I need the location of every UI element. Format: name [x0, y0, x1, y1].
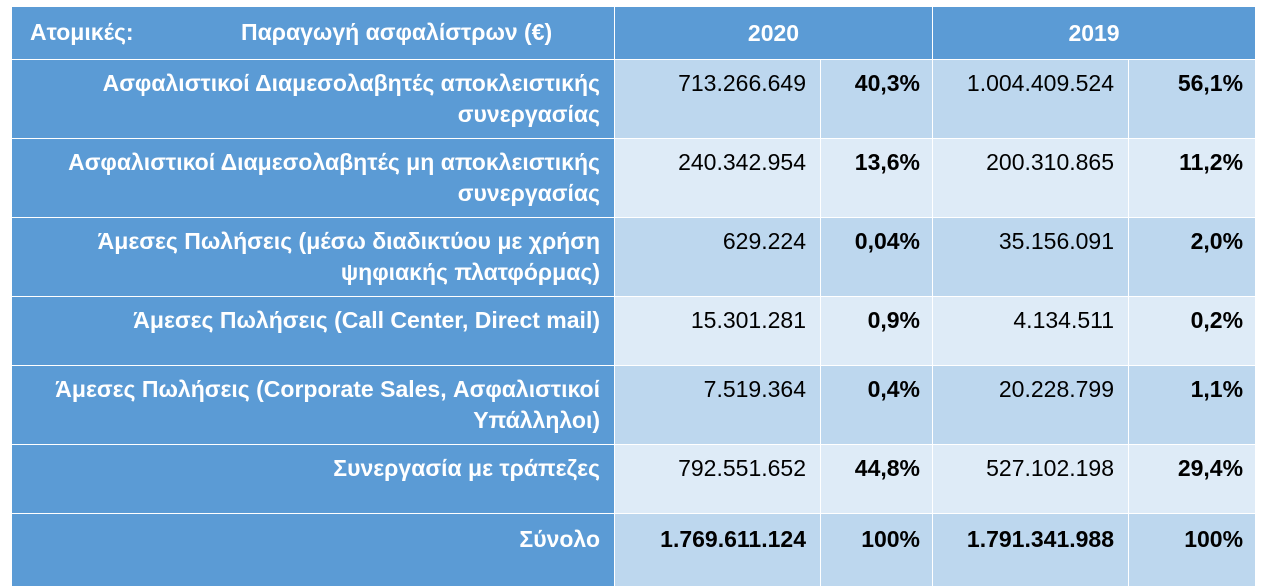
value-2020-cell: 713.266.649 — [614, 59, 821, 139]
total-label: Σύνολο — [11, 513, 615, 587]
table-row: Συνεργασία με τράπεζες 792.551.652 44,8%… — [11, 444, 1257, 514]
row-label: Άμεσες Πωλήσεις (Call Center, Direct mai… — [11, 296, 615, 366]
share-2020-cell: 0,9% — [819, 296, 934, 366]
share-2019-cell: 1,1% — [1128, 365, 1257, 445]
table-row: Ασφαλιστικοί Διαμεσολαβητές μη αποκλειστ… — [11, 138, 1257, 218]
share-2019-cell: 0,2% — [1128, 296, 1257, 366]
segment-label: Ατομικές: — [30, 19, 134, 45]
value-2019-cell: 200.310.865 — [932, 138, 1130, 218]
share-2019-cell: 56,1% — [1128, 59, 1257, 139]
value-2019-cell: 35.156.091 — [932, 217, 1130, 297]
premium-production-table-container: Ατομικές: Παραγωγή ασφαλίστρων (€) 2020 … — [11, 6, 1257, 587]
year-2020-header: 2020 — [613, 6, 934, 60]
value-2020-cell: 629.224 — [614, 217, 821, 297]
row-label: Άμεσες Πωλήσεις (μέσω διαδικτύου με χρήσ… — [11, 217, 615, 297]
share-2019-cell: 29,4% — [1128, 444, 1257, 514]
row-label: Ασφαλιστικοί Διαμεσολαβητές αποκλειστική… — [11, 59, 615, 139]
share-2020-cell: 44,8% — [819, 444, 934, 514]
table-row: Άμεσες Πωλήσεις (Call Center, Direct mai… — [11, 296, 1257, 366]
row-label: Συνεργασία με τράπεζες — [11, 444, 615, 514]
share-2019-cell: 2,0% — [1128, 217, 1257, 297]
value-2019-cell: 4.134.511 — [932, 296, 1130, 366]
total-share-2019: 100% — [1128, 513, 1257, 587]
value-2019-cell: 527.102.198 — [932, 444, 1130, 514]
value-2020-cell: 792.551.652 — [614, 444, 821, 514]
row-label: Ασφαλιστικοί Διαμεσολαβητές μη αποκλειστ… — [11, 138, 615, 218]
share-2019-cell: 11,2% — [1128, 138, 1257, 218]
table-row: Ασφαλιστικοί Διαμεσολαβητές αποκλειστική… — [11, 59, 1257, 139]
total-share-2020: 100% — [819, 513, 934, 587]
premium-production-table: Ατομικές: Παραγωγή ασφαλίστρων (€) 2020 … — [11, 6, 1257, 587]
table-row: Άμεσες Πωλήσεις (μέσω διαδικτύου με χρήσ… — [11, 217, 1257, 297]
share-2020-cell: 0,04% — [819, 217, 934, 297]
table-header-row: Ατομικές: Παραγωγή ασφαλίστρων (€) 2020 … — [11, 6, 1257, 60]
row-label: Άμεσες Πωλήσεις (Corporate Sales, Ασφαλι… — [11, 365, 615, 445]
value-2019-cell: 20.228.799 — [932, 365, 1130, 445]
total-value-2019: 1.791.341.988 — [932, 513, 1130, 587]
share-2020-cell: 13,6% — [819, 138, 934, 218]
metric-label: Παραγωγή ασφαλίστρων (€) — [241, 19, 553, 45]
table-row: Άμεσες Πωλήσεις (Corporate Sales, Ασφαλι… — [11, 365, 1257, 445]
total-value-2020: 1.769.611.124 — [614, 513, 821, 587]
total-row: Σύνολο 1.769.611.124 100% 1.791.341.988 … — [11, 513, 1257, 587]
share-2020-cell: 40,3% — [819, 59, 934, 139]
share-2020-cell: 0,4% — [819, 365, 934, 445]
value-2020-cell: 7.519.364 — [614, 365, 821, 445]
value-2020-cell: 15.301.281 — [614, 296, 821, 366]
year-2019-header: 2019 — [932, 6, 1257, 60]
header-label-cell: Ατομικές: Παραγωγή ασφαλίστρων (€) — [11, 6, 615, 60]
value-2020-cell: 240.342.954 — [614, 138, 821, 218]
value-2019-cell: 1.004.409.524 — [932, 59, 1130, 139]
